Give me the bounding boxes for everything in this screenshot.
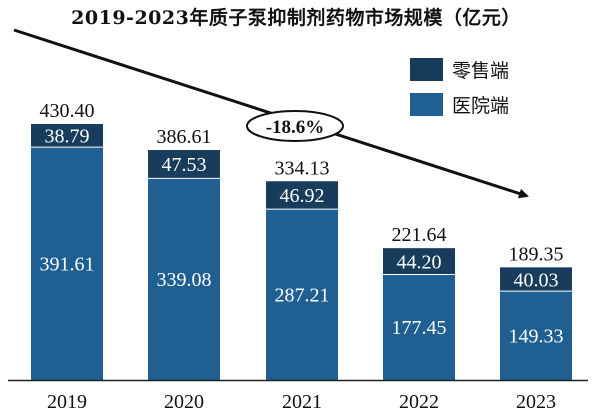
label-total-2020: 386.61 [157, 126, 212, 148]
bar-hospital-2021 [266, 209, 338, 380]
label-retail-2021: 46.92 [280, 185, 325, 207]
cagr-ellipse [246, 110, 344, 142]
label-total-2023: 189.35 [509, 243, 564, 265]
bar-hospital-2019 [31, 147, 103, 380]
x-tick-2022: 2022 [399, 391, 439, 413]
legend-swatch-retail [410, 58, 443, 81]
legend-label-hospital: 医院端 [452, 95, 509, 117]
bar-retail-2020 [148, 150, 220, 179]
label-hospital-2019: 391.61 [40, 254, 95, 276]
chart-title: 2019-2023年质子泵抑制剂药物市场规模（亿元） [71, 7, 521, 29]
bar-retail-2023 [500, 267, 572, 292]
label-retail-2023: 40.03 [514, 269, 559, 291]
label-total-2019: 430.40 [40, 100, 95, 122]
label-hospital-2023: 149.33 [509, 326, 564, 348]
bar-retail-2019 [31, 124, 103, 148]
bar-hospital-2023 [500, 291, 572, 380]
legend-label-retail: 零售端 [452, 60, 509, 82]
label-retail-2022: 44.20 [397, 251, 442, 273]
x-tick-2023: 2023 [516, 391, 556, 413]
bar-retail-2021 [266, 181, 338, 210]
legend-swatch-hospital [410, 93, 443, 116]
label-hospital-2021: 287.21 [275, 285, 330, 307]
bar-retail-2022 [383, 248, 455, 275]
bar-hospital-2020 [148, 178, 220, 380]
bar-hospital-2022 [383, 274, 455, 380]
label-retail-2019: 38.79 [45, 126, 90, 148]
label-total-2022: 221.64 [392, 224, 447, 246]
label-total-2021: 334.13 [275, 157, 330, 179]
cagr-label: -18.6% [266, 117, 325, 138]
x-tick-2019: 2019 [47, 391, 87, 413]
label-retail-2020: 47.53 [162, 154, 207, 176]
x-tick-2021: 2021 [282, 391, 322, 413]
label-hospital-2022: 177.45 [392, 317, 447, 339]
x-tick-2020: 2020 [164, 391, 204, 413]
label-hospital-2020: 339.08 [157, 269, 212, 291]
